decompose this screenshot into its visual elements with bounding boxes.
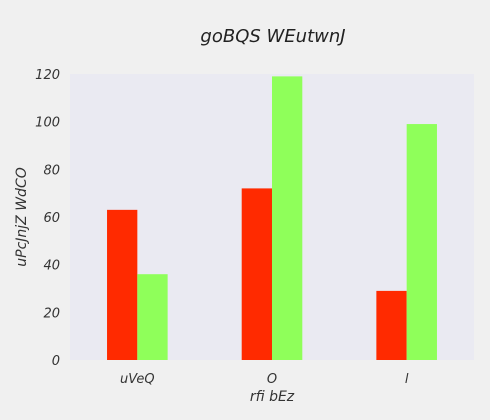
y-tick-label: 100 — [35, 116, 60, 131]
x-tick-label: uVeQ — [120, 372, 155, 387]
y-axis-label: uPcJnjZ WdCO — [14, 167, 30, 266]
y-tick-label: 80 — [43, 163, 60, 178]
y-axis-ticks: 0 20 40 60 80 100 120 — [35, 68, 60, 369]
bar-l-series-1 — [376, 290, 407, 360]
y-tick-label: 120 — [35, 68, 60, 83]
y-tick-label: 20 — [43, 306, 60, 321]
bar-l-series-2 — [406, 124, 437, 360]
x-axis-label: rfi bEz — [250, 389, 295, 405]
y-tick-label: 40 — [43, 259, 60, 274]
bars-layer — [107, 76, 437, 360]
y-tick-label: 60 — [43, 211, 60, 226]
y-tick-label: 0 — [52, 354, 60, 369]
x-tick-label: O — [267, 372, 277, 387]
bar-uVeQ-series-1 — [107, 209, 138, 360]
bar-O-series-1 — [241, 188, 272, 360]
bar-uVeQ-series-2 — [137, 274, 168, 360]
chart-title: goBQS WEutwnJ — [200, 26, 345, 47]
x-tick-label: l — [405, 372, 409, 387]
bar-O-series-2 — [272, 76, 303, 360]
